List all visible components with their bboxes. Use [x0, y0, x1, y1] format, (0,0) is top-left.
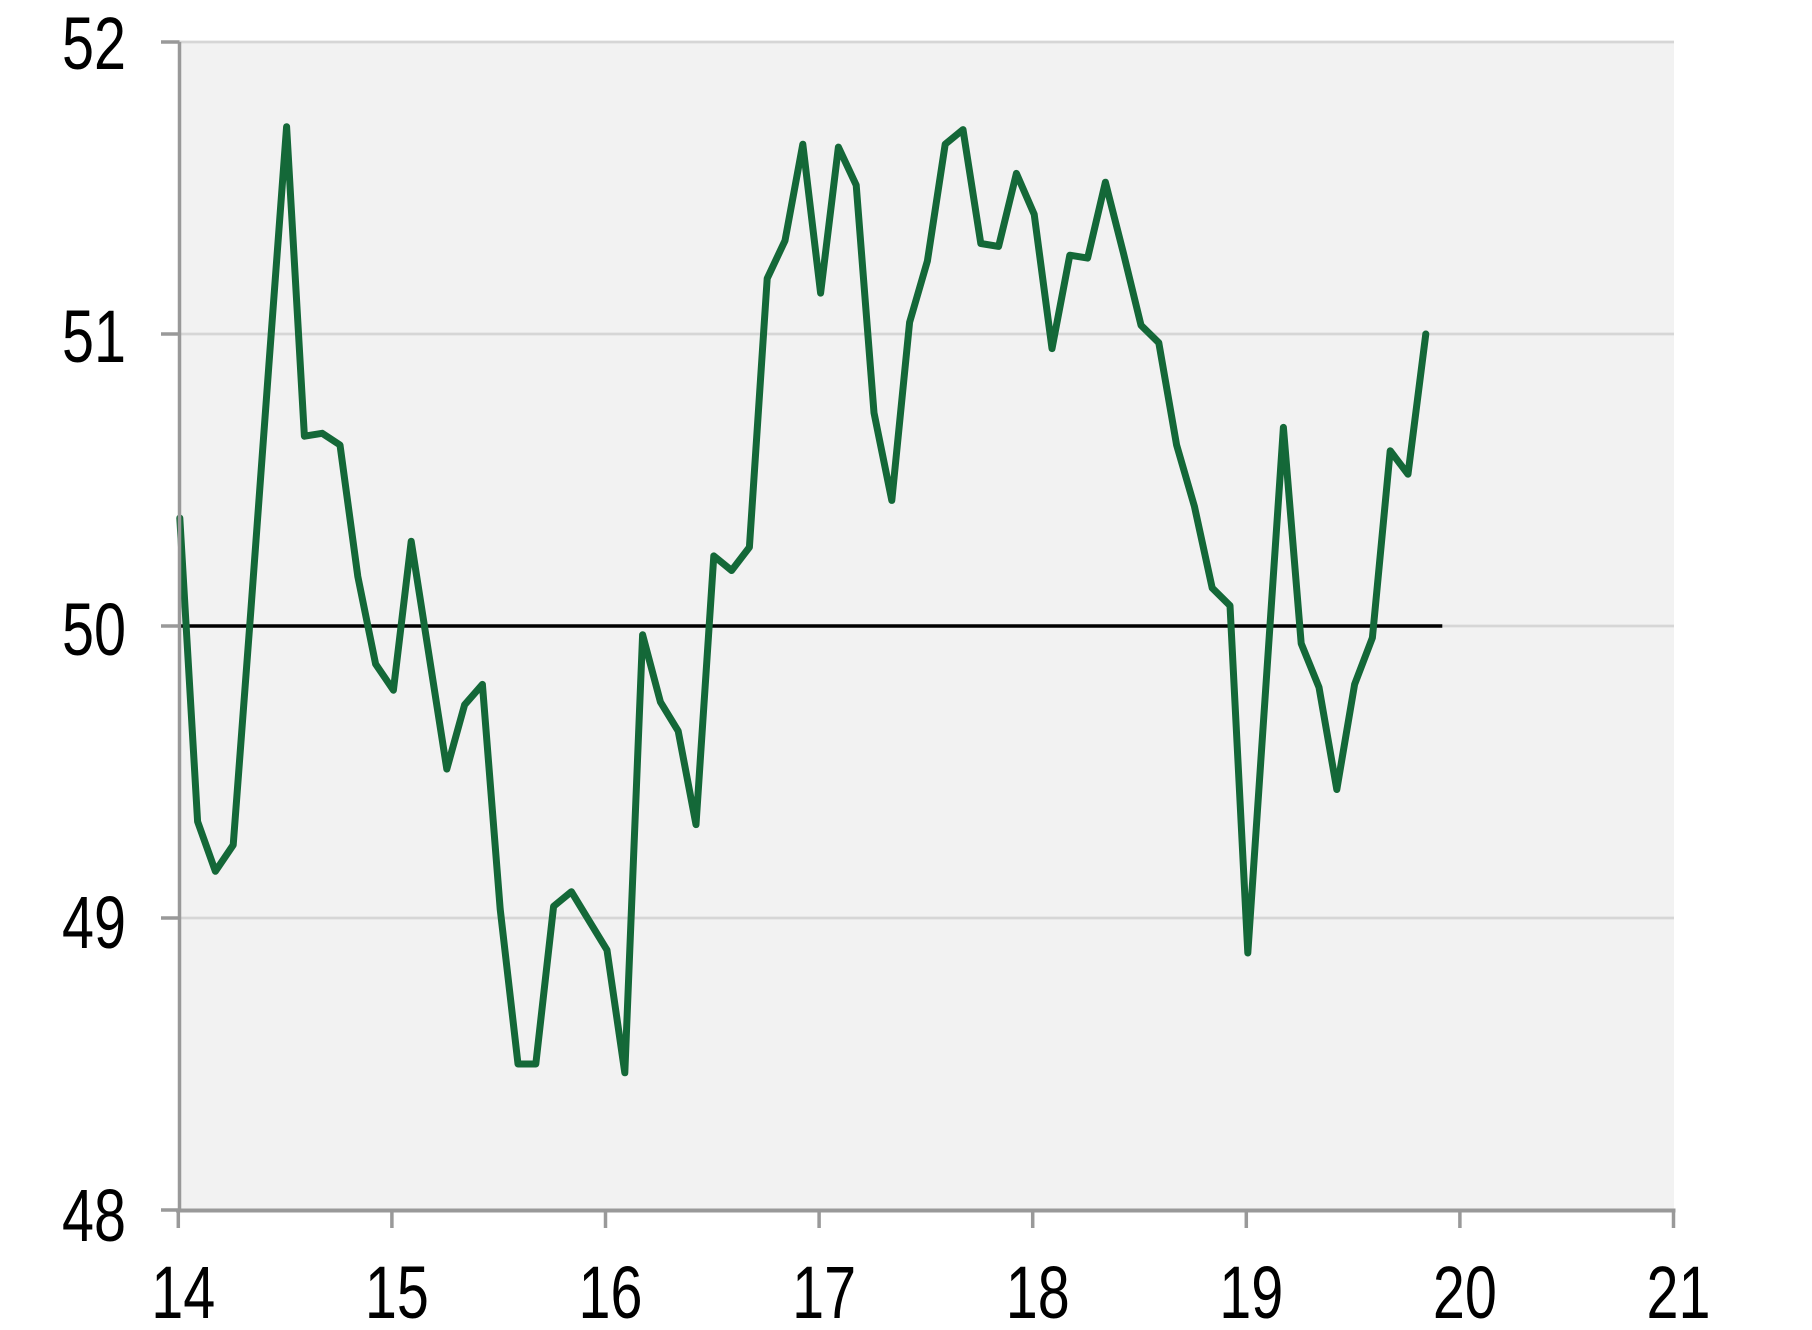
- svg-text:50: 50: [62, 588, 126, 671]
- svg-text:15: 15: [365, 1251, 429, 1330]
- svg-text:18: 18: [1006, 1251, 1070, 1330]
- svg-text:21: 21: [1647, 1251, 1711, 1330]
- svg-text:14: 14: [151, 1251, 215, 1330]
- svg-text:19: 19: [1219, 1251, 1283, 1330]
- svg-text:17: 17: [792, 1251, 856, 1330]
- svg-text:49: 49: [62, 881, 126, 964]
- svg-text:48: 48: [62, 1174, 126, 1257]
- svg-text:20: 20: [1433, 1251, 1497, 1330]
- svg-text:51: 51: [62, 295, 126, 378]
- svg-text:16: 16: [579, 1251, 643, 1330]
- svg-text:52: 52: [62, 2, 126, 85]
